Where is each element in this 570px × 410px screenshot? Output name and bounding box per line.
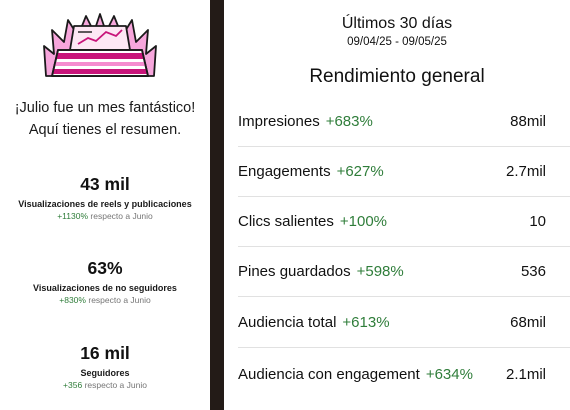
metric-label-group: Pines guardados +598% bbox=[238, 247, 404, 297]
metric-delta: +598% bbox=[356, 263, 404, 280]
metric-delta: +100% bbox=[339, 213, 387, 230]
metric-delta: +613% bbox=[342, 314, 390, 331]
metric-value: 536 bbox=[520, 263, 546, 280]
stat-value: 16 mil bbox=[80, 343, 130, 363]
stat-delta: +830% bbox=[59, 295, 86, 305]
stat-delta: +1130% bbox=[57, 211, 89, 221]
metric-row-engagements: Engagements +627% 2.7mil bbox=[238, 147, 570, 197]
metric-label: Clics salientes bbox=[238, 213, 334, 230]
metric-label-group: Impresiones +683% bbox=[238, 97, 373, 147]
stat-label: Visualizaciones de reels y publicaciones bbox=[18, 199, 192, 209]
stat-followers: 16 mil Seguidores +356 respecto a Junio bbox=[0, 342, 210, 392]
stat-delta-suffix: respecto a Junio bbox=[90, 211, 153, 221]
stat-value: 63% bbox=[87, 258, 123, 278]
metric-value: 68mil bbox=[510, 314, 546, 331]
stat-delta-suffix: respecto a Junio bbox=[88, 295, 151, 305]
stat-delta: +356 bbox=[63, 380, 83, 390]
metric-row-engaged-audience: Audiencia con engagement +634% 2.1mil bbox=[238, 350, 570, 400]
section-title: Rendimiento general bbox=[309, 66, 485, 87]
metric-row-impressions: Impresiones +683% 88mil bbox=[238, 97, 570, 147]
summary-intro-line: ¡Julio fue un mes fantástico! bbox=[14, 100, 196, 116]
metric-label-group: Clics salientes +100% bbox=[238, 197, 387, 247]
metric-value: 2.1mil bbox=[505, 366, 546, 383]
summary-panel: ¡Julio fue un mes fantástico! Aquí tiene… bbox=[0, 0, 210, 410]
summary-intro-line: Aquí tienes el resumen. bbox=[28, 122, 182, 138]
metric-row-outbound-clicks: Clics salientes +100% 10 bbox=[238, 197, 570, 247]
metric-label: Engagements bbox=[238, 163, 331, 180]
metric-value: 2.7mil bbox=[505, 163, 546, 180]
date-range-dates: 09/04/25 - 09/05/25 bbox=[347, 36, 447, 48]
stat-label: Seguidores bbox=[80, 368, 130, 378]
metric-delta: +634% bbox=[425, 366, 473, 383]
metric-value: 10 bbox=[529, 213, 546, 230]
summary-intro: ¡Julio fue un mes fantástico! Aquí tiene… bbox=[0, 97, 210, 141]
metric-label: Audiencia con engagement bbox=[238, 366, 420, 383]
metric-label-group: Engagements +627% bbox=[238, 147, 384, 197]
metric-label-group: Audiencia total +613% bbox=[238, 298, 390, 348]
performance-panel: Últimos 30 días 09/04/25 - 09/05/25 Rend… bbox=[224, 0, 570, 410]
stat-change: +1130% respecto a Junio bbox=[0, 210, 210, 223]
metric-label-group: Audiencia con engagement +634% bbox=[238, 350, 473, 400]
stat-non-follower-views: 63% Visualizaciones de no seguidores +83… bbox=[0, 257, 210, 307]
metric-label: Impresiones bbox=[238, 113, 320, 130]
metric-label: Pines guardados bbox=[238, 263, 351, 280]
stat-delta-suffix: respecto a Junio bbox=[84, 380, 147, 390]
stat-value: 43 mil bbox=[80, 174, 130, 194]
stat-label: Visualizaciones de no seguidores bbox=[33, 283, 177, 293]
trophy-chart-illustration-icon bbox=[43, 13, 157, 77]
stat-reel-views: 43 mil Visualizaciones de reels y public… bbox=[0, 173, 210, 223]
stat-change: +830% respecto a Junio bbox=[0, 294, 210, 307]
panel-divider bbox=[210, 0, 224, 410]
date-range-title: Últimos 30 días bbox=[341, 15, 453, 32]
metric-delta: +683% bbox=[325, 113, 373, 130]
metric-row-total-audience: Audiencia total +613% 68mil bbox=[238, 298, 570, 348]
stat-change: +356 respecto a Junio bbox=[0, 379, 210, 392]
metric-delta: +627% bbox=[336, 163, 384, 180]
metric-row-saved-pins: Pines guardados +598% 536 bbox=[238, 247, 570, 297]
metric-label: Audiencia total bbox=[238, 314, 337, 331]
metric-value: 88mil bbox=[510, 113, 546, 130]
